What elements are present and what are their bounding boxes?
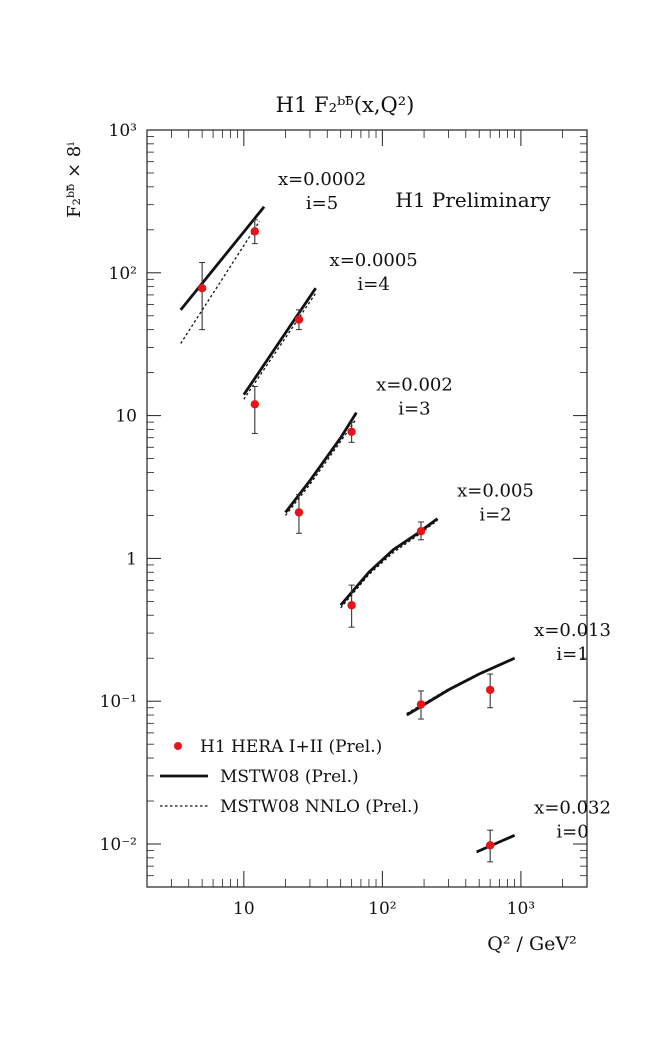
bin-i-label: i=1 <box>556 644 588 665</box>
data-point <box>250 227 260 236</box>
mstw08-nnlo-curve <box>340 519 438 609</box>
mstw08-curve <box>242 287 317 396</box>
y-axis-label: F₂ᵇᵇ̄ × 8ⁱ <box>64 142 85 218</box>
bin-i-label: i=5 <box>306 193 338 214</box>
data-point <box>294 315 304 324</box>
bin-x-label: x=0.0002 <box>278 169 366 190</box>
data-point <box>347 427 356 437</box>
mstw08-curve <box>476 834 516 854</box>
y-tick-label: 1 <box>126 549 137 569</box>
x-tick-label: 10² <box>368 899 396 919</box>
data-points <box>197 219 495 863</box>
data-point <box>485 841 495 850</box>
data-point <box>250 400 260 409</box>
mstw08-curve <box>179 205 266 311</box>
chart-title: H1 F₂ᵇᵇ̄(x,Q²) <box>276 93 415 117</box>
bin-x-label: x=0.0005 <box>330 250 418 271</box>
bin-x-label: x=0.002 <box>376 375 453 396</box>
legend-marker <box>174 742 182 750</box>
axes: 10⁻² 10⁻¹ 1 10 10² 10³ 10 10² 10³ <box>100 121 588 919</box>
data-point <box>347 601 356 610</box>
x-axis-label: Q² / GeV² <box>487 933 576 955</box>
data-point <box>485 685 495 695</box>
bin-i-label: i=2 <box>479 505 511 526</box>
data-point <box>416 700 426 709</box>
y-tick-label: 10³ <box>109 121 137 141</box>
legend-label: H1 HERA I+II (Prel.) <box>200 737 382 757</box>
bin-i-label: i=4 <box>358 274 390 295</box>
legend-label: MSTW08 (Prel.) <box>220 767 359 787</box>
legend-label: MSTW08 NNLO (Prel.) <box>220 797 419 817</box>
bin-x-label: x=0.005 <box>457 481 534 502</box>
bin-i-label: i=3 <box>398 399 430 420</box>
y-tick-label: 10⁻¹ <box>100 692 137 712</box>
y-tick-label: 10² <box>109 264 137 284</box>
curves <box>179 205 516 854</box>
mstw08-curve <box>406 656 516 717</box>
data-point <box>197 284 207 293</box>
bin-i-label: i=0 <box>556 821 588 842</box>
data-point <box>294 508 304 517</box>
mstw08-nnlo-curve <box>180 220 261 344</box>
y-tick-label: 10⁻² <box>100 835 137 855</box>
bin-x-label: x=0.032 <box>534 797 611 818</box>
data-point <box>416 527 426 536</box>
plot-frame <box>146 129 588 888</box>
mstw08-curve <box>284 411 358 514</box>
mstw08-curve <box>339 517 439 607</box>
x-tick-label: 10³ <box>507 899 535 919</box>
y-tick-label: 10 <box>115 407 137 427</box>
legend: H1 HERA I+II (Prel.) MSTW08 (Prel.) MSTW08… <box>160 737 419 817</box>
bin-x-label: x=0.013 <box>534 620 611 641</box>
preliminary-label: H1 Preliminary <box>395 188 551 212</box>
bin-labels: x=0.0002 i=5 x=0.0005 i=4 x=0.002 i=3 x=0.005 i… <box>278 169 611 843</box>
x-tick-label: 10 <box>233 899 255 919</box>
mstw08-nnlo-curve <box>243 292 317 400</box>
